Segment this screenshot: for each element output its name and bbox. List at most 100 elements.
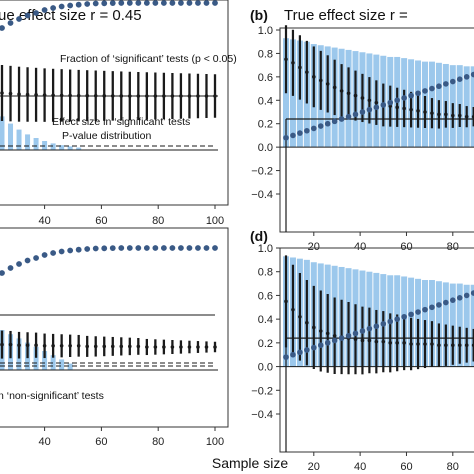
panel-b-xtick-label: 80 xyxy=(447,241,459,253)
panel-a-pvalue-bar xyxy=(67,146,73,150)
panel-b: 1.0 0.8 0.6 0.4 0.2 0.0 −0.2 −0.4 20 40 60 80 xyxy=(251,25,474,253)
panel-b-fraction-point xyxy=(380,102,387,108)
panel-c-fraction-point xyxy=(109,245,116,252)
panel-d-bar xyxy=(442,282,449,367)
panel-d-bar xyxy=(449,283,456,367)
panel-a-xtick-label: 100 xyxy=(206,215,224,227)
panel-d-ytick-label: 0.0 xyxy=(258,362,273,374)
panel-b-ytick-label: 1.0 xyxy=(258,25,273,37)
panel-a-effect-point xyxy=(0,91,4,95)
panel-c-effect-point xyxy=(153,345,158,349)
panel-b-point xyxy=(298,65,302,70)
panel-a-fraction-point xyxy=(75,1,82,8)
panel-c-fraction-point xyxy=(75,246,82,253)
panel-d-xtick-label: 40 xyxy=(354,461,366,473)
panel-c-xtick-label: 60 xyxy=(95,436,107,448)
panel-b-frame xyxy=(279,27,474,233)
panel-d-fraction-point xyxy=(429,304,435,311)
panel-c-xtick-label: 100 xyxy=(206,436,224,448)
panel-b-fraction-point xyxy=(290,132,296,139)
panel-c-pvalue-bar xyxy=(50,355,56,370)
panel-c-fraction-point xyxy=(203,245,210,251)
panel-d-xtick-label: 80 xyxy=(447,461,459,473)
panel-a-fraction-point xyxy=(126,0,133,6)
panel-a-fraction-point xyxy=(7,20,14,26)
panel-b-point xyxy=(305,70,309,74)
panel-c-fraction-point xyxy=(126,245,133,251)
panel-d-fraction-point xyxy=(443,299,449,306)
panel-a: 40 60 80 100 xyxy=(0,0,229,227)
panel-d-fraction-point xyxy=(387,318,394,325)
panel-a-fraction-point xyxy=(203,0,210,6)
panel-b-xtick-label: 40 xyxy=(354,241,366,253)
panel-d-point xyxy=(395,341,400,345)
panel-b-ytick-label: 0.4 xyxy=(258,95,273,107)
panel-d-fraction-point xyxy=(311,344,317,351)
panel-a-fraction-point xyxy=(169,0,176,6)
panel-c-pvalue-bar xyxy=(67,363,73,370)
panel-b-fraction-point xyxy=(387,99,394,106)
panel-c-effect-point xyxy=(93,344,98,349)
panel-b-point xyxy=(451,113,455,118)
panel-c-fraction-point xyxy=(169,245,176,251)
panel-d-point xyxy=(437,343,441,348)
panel-c-effect-point xyxy=(102,344,107,349)
panel-b-fraction-point xyxy=(324,120,331,127)
panel-a-pvalue-bar xyxy=(33,138,39,150)
panel-d-xtick-label: 60 xyxy=(400,461,412,473)
panel-a-pvalue-bar xyxy=(16,129,22,150)
panel-a-fraction-point xyxy=(152,0,159,6)
panel-a-fraction-point xyxy=(16,16,22,22)
panel-d-point xyxy=(332,333,337,338)
panel-a-fraction-point xyxy=(58,3,65,10)
panel-c-effect-point xyxy=(110,344,115,349)
panel-d-fraction-point xyxy=(297,349,303,356)
panel-d-fraction-point xyxy=(352,330,359,337)
x-axis-label: Sample size xyxy=(212,455,288,471)
panel-a-fraction-point xyxy=(195,0,201,6)
panel-d-point xyxy=(298,314,302,319)
panel-c-fraction-point xyxy=(152,245,159,251)
panel-d-point xyxy=(423,342,427,346)
panel-a-pvalue-bar xyxy=(50,143,56,150)
panel-c-effect-point xyxy=(0,342,4,347)
title-right: True effect size r = xyxy=(284,7,408,24)
panel-a-pvalue-bar xyxy=(0,116,5,150)
panel-c-effect-point xyxy=(204,345,209,349)
panel-d-bar xyxy=(456,283,463,367)
panel-a-xtick-label: 40 xyxy=(38,215,50,227)
panel-b-point xyxy=(444,112,448,117)
panel-b-fraction-point xyxy=(283,134,289,141)
panel-c-fraction-point xyxy=(0,270,5,276)
panel-c-effect-point xyxy=(51,344,55,348)
panel-b-bar xyxy=(470,66,474,148)
panel-d-point xyxy=(416,342,420,346)
panel-d-fraction-point xyxy=(422,306,428,313)
panel-c-effect-point xyxy=(128,344,132,349)
panel-d-fraction-point xyxy=(317,342,324,349)
panel-d-fraction-point xyxy=(380,321,387,327)
panel-a-fraction-point xyxy=(101,0,108,7)
panel-d-ytick-label: −0.2 xyxy=(251,385,273,397)
panel-c-fraction-point xyxy=(84,246,91,252)
panel-b-letter: (b) xyxy=(250,7,268,23)
panel-d-point xyxy=(305,320,309,325)
panel-b-fraction-point xyxy=(394,97,401,104)
panel-d-fraction-point xyxy=(470,290,474,296)
panel-d-ytick-label: 0.6 xyxy=(258,290,273,302)
panel-c-pvalue-bar xyxy=(59,359,65,370)
panel-d-fraction-point xyxy=(394,316,401,322)
panel-d-fraction-point xyxy=(324,340,331,346)
panel-a-effect-point xyxy=(51,93,55,98)
panel-b-point xyxy=(409,107,413,112)
panel-c-fraction-point xyxy=(92,245,99,252)
panel-b-xtick-label: 20 xyxy=(308,241,320,253)
panel-a-fraction-point xyxy=(24,12,31,19)
panel-b-point xyxy=(437,112,441,117)
panel-d-point xyxy=(444,343,448,348)
panel-d-point xyxy=(471,343,474,348)
panel-b-point xyxy=(346,91,351,96)
panel-b-fraction-point xyxy=(463,74,470,80)
panel-d: 1.0 0.8 0.6 0.4 0.2 0.0 −0.2 −0.4 20 40 60 80 xyxy=(251,243,474,473)
panel-d-fraction-point xyxy=(401,313,407,320)
